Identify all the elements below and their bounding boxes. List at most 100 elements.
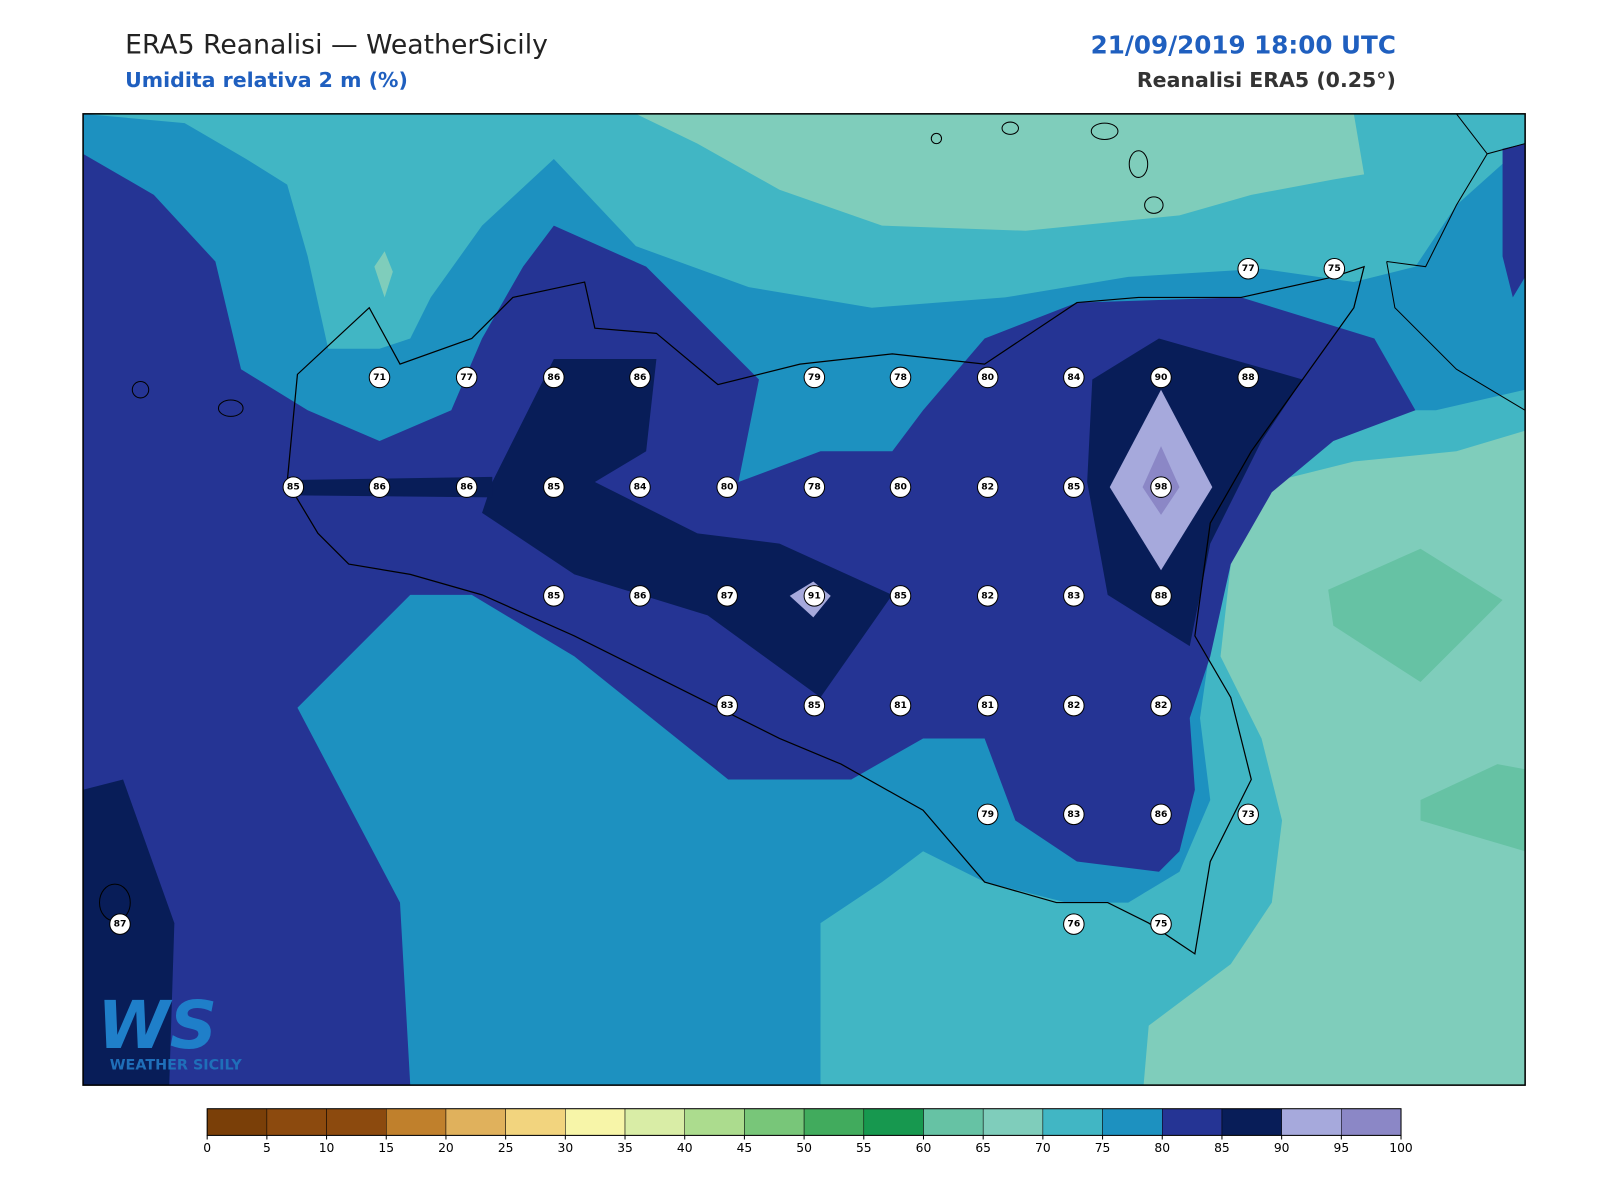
- subtitle: Umidita relativa 2 m (%): [125, 68, 408, 92]
- colorbar-bin: [445, 1108, 506, 1136]
- stations: 77 75 71 77 86 86 79 78 80 84 90 88 85 86 86 85 84 80 78 80…: [109, 257, 1346, 935]
- colorbar-bin: [505, 1108, 566, 1136]
- station-marker: [1150, 803, 1172, 826]
- station-marker: [629, 585, 651, 607]
- station-value: 82: [1067, 700, 1080, 711]
- station-marker: [629, 476, 651, 498]
- station-marker: [1063, 585, 1085, 607]
- station-value: 82: [981, 590, 994, 601]
- map-frame: [82, 113, 1526, 1086]
- station-marker: [1063, 694, 1085, 717]
- colorbar-bin: [1281, 1108, 1342, 1136]
- station-marker: [1063, 366, 1085, 389]
- logo-name: WEATHER SICILY: [110, 1058, 243, 1074]
- station-value: 86: [373, 482, 386, 493]
- colorbar-tick-label: 60: [916, 1141, 932, 1155]
- colorbar-bin: [386, 1108, 447, 1136]
- station-value: 77: [460, 372, 473, 383]
- logo: WS WEATHER SICILY: [97, 988, 242, 1074]
- colorbar-bin: [1221, 1108, 1282, 1136]
- station-marker: [976, 803, 999, 826]
- station-value: 78: [808, 482, 821, 493]
- station-marker: [543, 585, 565, 607]
- colorbar-tick-label: 75: [1095, 1141, 1111, 1155]
- colorbar-tick-label: 95: [1334, 1141, 1350, 1155]
- station-value: 86: [634, 590, 647, 601]
- colorbar-bin: [1102, 1108, 1163, 1136]
- colorbar-tick-label: 85: [1214, 1141, 1230, 1155]
- logo-mark: WS: [97, 988, 217, 1064]
- colorbar-bin: [803, 1108, 865, 1136]
- colorbar-tick-label: 35: [617, 1141, 633, 1155]
- colorbar-tick-label: 70: [1035, 1141, 1051, 1155]
- station-value: 91: [808, 590, 821, 601]
- station-value: 86: [460, 482, 473, 493]
- colorbar-tick-label: 30: [558, 1141, 574, 1155]
- colorbar-tick-label: 5: [263, 1141, 271, 1155]
- station-marker: [716, 476, 738, 498]
- station-value: 87: [721, 590, 734, 601]
- station-value: 83: [1067, 590, 1080, 601]
- station-marker: [1063, 913, 1085, 935]
- station-value: 82: [981, 482, 994, 493]
- colorbar-bin: [326, 1108, 387, 1136]
- humidity-field: [83, 113, 1526, 1086]
- station-value: 85: [808, 700, 821, 711]
- colorbar-bin: [744, 1108, 805, 1136]
- colorbar-tick-label: 25: [498, 1141, 514, 1155]
- colorbar-tick-label: 90: [1274, 1141, 1290, 1155]
- station-marker: [976, 585, 999, 607]
- station-marker: [1237, 257, 1259, 280]
- station-value: 84: [1067, 372, 1080, 383]
- colorbar-bin: [565, 1108, 626, 1136]
- station-marker: [803, 585, 826, 607]
- station-marker: [889, 694, 912, 717]
- station-value: 86: [1155, 809, 1168, 820]
- source: Reanalisi ERA5 (0.25°): [1137, 68, 1396, 92]
- colorbar-tick-label: 55: [856, 1141, 872, 1155]
- datetime: 21/09/2019 18:00 UTC: [1091, 30, 1396, 59]
- station-value: 85: [894, 590, 907, 601]
- colorbar-tick-label: 10: [319, 1141, 335, 1155]
- station-value: 77: [1242, 263, 1255, 274]
- station-marker: [1237, 803, 1259, 826]
- station-value: 80: [721, 482, 734, 493]
- station-value: 85: [547, 590, 560, 601]
- station-value: 78: [894, 372, 907, 383]
- station-value: 81: [894, 700, 907, 711]
- station-marker: [1150, 913, 1172, 935]
- station-value: 83: [1067, 809, 1080, 820]
- title: ERA5 Reanalisi — WeatherSicily: [125, 29, 548, 60]
- station-marker: [1150, 694, 1172, 717]
- colorbar-tick-label: 40: [677, 1141, 693, 1155]
- station-marker: [716, 585, 738, 607]
- colorbar-bin: [1161, 1108, 1223, 1136]
- colorbar-bin: [982, 1108, 1044, 1136]
- station-value: 83: [721, 700, 734, 711]
- station-marker: [368, 366, 391, 389]
- station-marker: [1323, 257, 1346, 280]
- colorbar-bin: [1042, 1108, 1103, 1136]
- station-value: 73: [1242, 809, 1255, 820]
- station-marker: [803, 476, 826, 498]
- station-value: 80: [894, 482, 907, 493]
- station-marker: [368, 476, 391, 498]
- station-marker: [455, 366, 478, 389]
- station-marker: [1150, 585, 1172, 607]
- station-marker: [976, 476, 999, 498]
- station-value: 85: [287, 482, 300, 493]
- station-marker: [889, 585, 912, 607]
- station-value: 90: [1155, 372, 1168, 383]
- colorbar-bin: [923, 1108, 984, 1136]
- colorbar-tick-label: 20: [438, 1141, 454, 1155]
- station-marker: [1150, 366, 1172, 389]
- station-marker: [889, 366, 912, 389]
- colorbar-tick-label: 80: [1154, 1141, 1170, 1155]
- colorbar-tick-label: 0: [203, 1141, 211, 1155]
- colorbar-bin: [206, 1108, 268, 1136]
- station-value: 85: [547, 482, 560, 493]
- station-value: 79: [981, 809, 994, 820]
- colorbar-tick-label: 100: [1389, 1141, 1412, 1155]
